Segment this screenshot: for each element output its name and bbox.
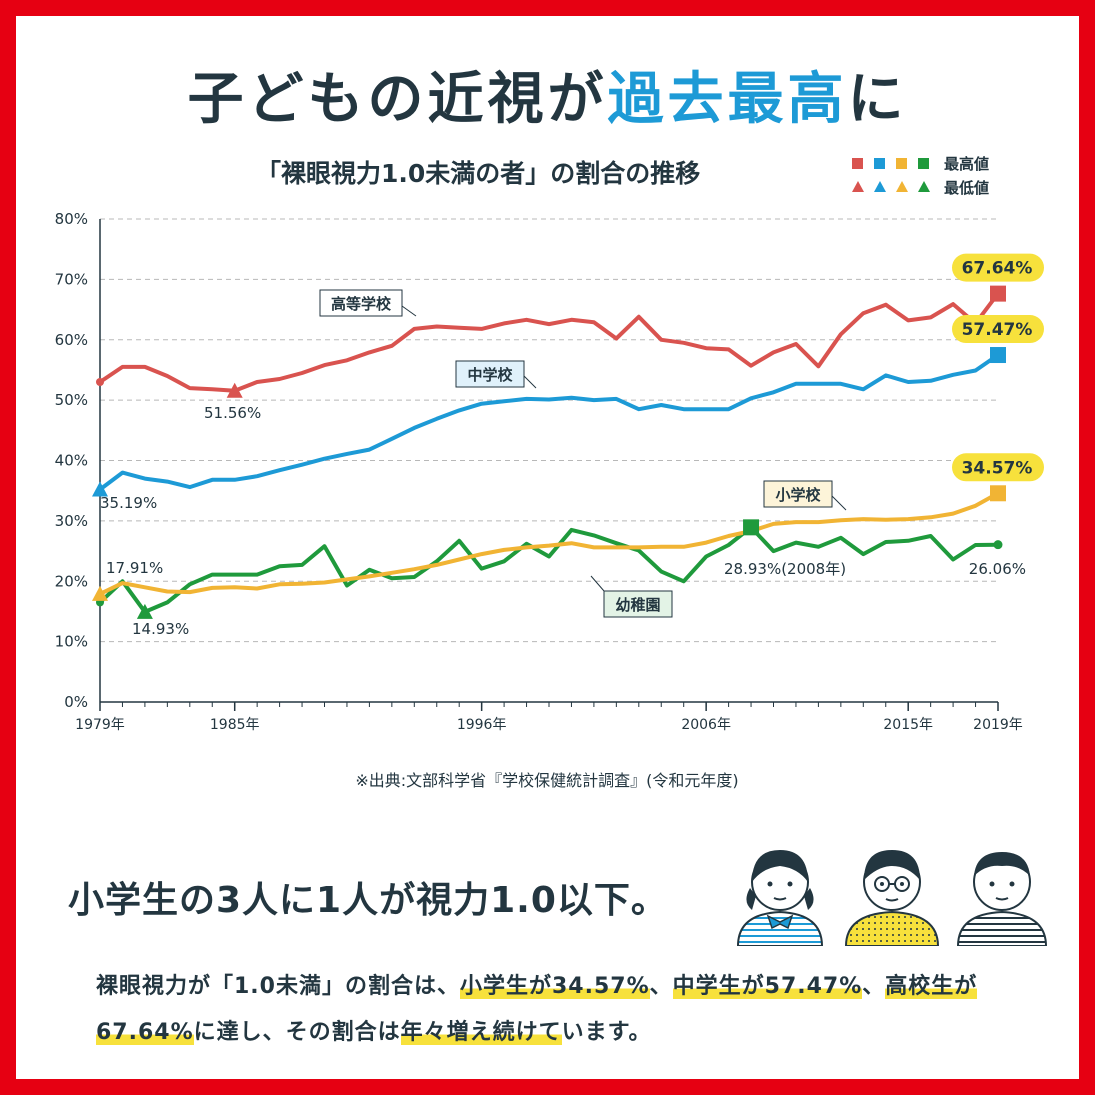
legend-max-marker	[874, 158, 885, 169]
desc-highlight-elementary: 小学生が34.57%	[459, 974, 650, 999]
min-value-label: 51.56%	[204, 404, 261, 422]
headline-plain: 子どもの近視が	[187, 67, 608, 132]
boy-icon	[956, 852, 1048, 946]
y-tick-label: 80%	[55, 210, 88, 228]
max-marker-3	[743, 519, 760, 536]
max-value-pill	[952, 253, 1044, 282]
series-label-box	[763, 480, 833, 508]
y-tick-label: 30%	[55, 512, 88, 530]
max-marker-0	[990, 285, 1006, 302]
x-tick-label: 1996年	[457, 717, 507, 733]
series-label-box	[455, 360, 525, 388]
min-marker-0	[226, 382, 243, 398]
min-marker-2	[92, 585, 108, 601]
y-tick-label: 50%	[55, 391, 88, 409]
desc-part-5: います。	[561, 1020, 652, 1045]
chart-title: 「裸眼視力1.0未満の者」の割合の推移	[256, 159, 700, 188]
max-value-label: 57.47%	[962, 320, 1033, 340]
source-note: ※出典:文部科学省『学校保健統計調査』(令和元年度)	[355, 771, 738, 790]
series-start-point	[96, 378, 104, 387]
max-marker-1	[990, 347, 1006, 364]
y-tick-label: 10%	[55, 633, 88, 651]
subheadline: 小学生の3人に1人が視力1.0以下。	[68, 880, 668, 921]
children-illustration	[736, 850, 1048, 946]
glasses-child-icon	[844, 850, 940, 946]
x-tick-label: 2019年	[973, 717, 1023, 733]
legend-max-marker	[852, 158, 863, 169]
y-tick-label: 60%	[55, 331, 88, 349]
series-label-leader	[590, 575, 605, 592]
desc-part-4: に達し、その割合は	[193, 1020, 401, 1045]
end-value-label: 26.06%	[969, 560, 1026, 578]
series-line-3	[98, 525, 1000, 614]
legend-min-marker	[896, 181, 908, 192]
max-value-label: 67.64%	[962, 259, 1033, 279]
series-name-label: 高等学校	[331, 295, 392, 313]
infographic-card: 子どもの近視が過去最高に 「裸眼視力1.0未満の者」の割合の推移 最高値最低値 0%…	[16, 16, 1079, 1079]
desc-highlight-increasing: 年々増え続けて	[400, 1020, 562, 1045]
series-name-label: 小学校	[775, 486, 821, 504]
series-end-point	[993, 540, 1003, 550]
series-line-1	[98, 353, 1000, 492]
legend-max-marker	[918, 158, 929, 169]
legend-min-marker	[852, 181, 864, 192]
series-label-box	[319, 289, 403, 317]
max-value-pill	[952, 315, 1044, 344]
x-tick-label: 1985年	[210, 717, 260, 733]
x-tick-label: 2006年	[681, 717, 731, 733]
y-tick-label: 40%	[55, 452, 88, 470]
desc-part-2: 、	[649, 974, 673, 999]
legend-max-marker	[896, 158, 907, 169]
y-tick-label: 0%	[64, 693, 88, 711]
desc-highlight-junior: 中学生が57.47%	[672, 974, 863, 999]
series-line-0	[98, 291, 1000, 393]
legend-min-marker	[918, 181, 930, 192]
y-tick-label: 70%	[55, 270, 88, 288]
series-label-box	[603, 590, 673, 618]
legend-min-label: 最低値	[944, 179, 989, 197]
series-label-leader	[401, 305, 417, 317]
desc-part-3: 、	[862, 974, 886, 999]
girl-icon	[736, 850, 824, 946]
min-value-label: 35.19%	[100, 494, 157, 512]
headline-highlight: 過去最高	[607, 67, 848, 132]
y-tick-label: 20%	[55, 572, 88, 590]
series-label-leader	[831, 495, 847, 511]
max-marker-2	[990, 485, 1006, 502]
series-line-2	[98, 491, 1000, 596]
description: 裸眼視力が「1.0未満」の割合は、小学生が34.57%、中学生が57.47%、高…	[96, 964, 1016, 1056]
min-value-label: 17.91%	[106, 559, 163, 577]
series-name-label: 中学校	[467, 366, 513, 384]
legend-max-label: 最高値	[944, 155, 989, 173]
min-value-label: 14.93%	[132, 620, 189, 638]
min-marker-3	[136, 603, 153, 619]
headline-end: に	[847, 67, 908, 132]
series-name-label: 幼稚園	[615, 596, 660, 614]
x-tick-label: 2015年	[883, 717, 933, 733]
x-tick-label: 1979年	[75, 717, 125, 733]
max-value-label: 34.57%	[962, 458, 1033, 478]
desc-part-1: 裸眼視力が「1.0未満」の割合は、	[96, 974, 460, 999]
legend-min-marker	[874, 181, 886, 192]
max-value-label: 28.93%(2008年)	[724, 560, 846, 578]
series-label-leader	[523, 375, 537, 389]
max-value-pill	[952, 453, 1044, 482]
min-marker-1	[92, 481, 108, 497]
headline: 子どもの近視が過去最高に	[16, 54, 1079, 135]
